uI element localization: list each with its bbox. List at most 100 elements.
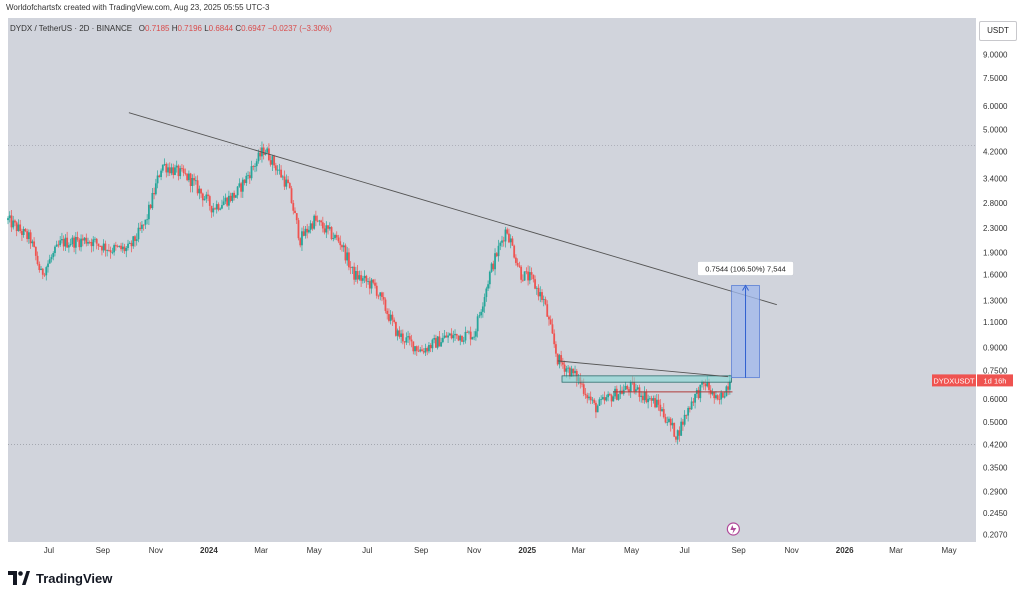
candle-body (593, 399, 596, 403)
candle-body (177, 165, 180, 177)
high-label: H (171, 24, 178, 33)
candle-body (306, 228, 309, 233)
candle-body (215, 204, 218, 210)
candle-body (24, 229, 27, 232)
candle-body (332, 238, 335, 240)
candle-body (158, 175, 161, 178)
candle-body (250, 166, 253, 179)
x-tick-label: Jul (362, 546, 372, 555)
candle-body (154, 183, 157, 195)
candle-body (290, 188, 293, 204)
candle-body (480, 311, 483, 316)
candle-body (301, 231, 303, 246)
price-scale (976, 0, 1024, 562)
tradingview-wordmark: TradingView (36, 570, 113, 586)
candle-body (17, 224, 20, 232)
candle-body (718, 399, 721, 400)
candle-body (398, 330, 401, 337)
candle-body (546, 304, 549, 317)
candle-body (643, 391, 646, 401)
candle-body (675, 436, 677, 440)
candle-body (330, 227, 333, 240)
candle-body (341, 245, 343, 248)
candle-body (55, 244, 58, 247)
chart-canvas[interactable]: 11.00009.00007.50006.00005.00004.20003.4… (0, 0, 1024, 562)
high-value: 0.7196 (177, 24, 202, 33)
candle-body (704, 383, 707, 387)
candle-body (661, 409, 663, 412)
candle-body (521, 279, 524, 281)
descending-trendline (128, 112, 777, 306)
candle-body (325, 225, 328, 233)
candle-body (508, 233, 510, 243)
candle-body (19, 224, 22, 232)
y-tick-label: 1.9000 (983, 248, 1008, 257)
candle-body (99, 246, 102, 247)
candle-body (692, 401, 695, 403)
candle-body (494, 253, 496, 270)
candle-body (360, 275, 363, 281)
candle-body (316, 220, 319, 222)
candle-body (497, 245, 500, 257)
candle-body (135, 239, 138, 241)
candle-body (561, 362, 564, 365)
candle-body (487, 284, 489, 289)
candle-body (551, 324, 554, 334)
candle-body (226, 197, 229, 206)
candle-body (203, 198, 206, 201)
candle-body (492, 263, 495, 270)
candle-body (713, 391, 716, 399)
candle-body (459, 335, 462, 341)
candle-body (490, 263, 493, 272)
candle-body (556, 353, 559, 365)
candle-body (67, 245, 70, 248)
publisher-credit: Worldofchartsfx created with TradingView… (6, 3, 270, 12)
candle-body (344, 245, 347, 261)
candle-body (349, 267, 352, 269)
candle-body (603, 397, 606, 401)
candle-body (196, 180, 199, 194)
candle-body (426, 348, 429, 352)
candle-body (87, 241, 89, 244)
candle-body (342, 245, 345, 248)
candle-body (419, 349, 422, 352)
candle-body (297, 220, 300, 239)
candle-body (269, 160, 272, 165)
candle-body (308, 229, 310, 233)
candle-body (334, 235, 336, 239)
candle-body (71, 237, 74, 245)
candle-body (116, 246, 119, 248)
candle-body (473, 336, 476, 338)
candle-body (132, 236, 135, 247)
candle-body (69, 244, 72, 246)
candle-body (193, 177, 196, 181)
candle-body (205, 194, 208, 199)
candle-body (504, 229, 507, 242)
candle-body (128, 242, 131, 244)
x-tick-label: Sep (731, 546, 746, 555)
candle-body (701, 381, 703, 385)
candle-body (655, 399, 658, 408)
candle-body (549, 319, 552, 325)
candle-body (61, 238, 63, 241)
candle-body (662, 409, 665, 418)
candle-body (139, 227, 142, 229)
candle-body (167, 167, 169, 173)
candle-body (85, 237, 88, 244)
candle-body (535, 287, 538, 289)
x-tick-label: Nov (785, 546, 799, 555)
candle-body (287, 179, 289, 184)
candle-body (208, 196, 211, 206)
candle-body (615, 388, 618, 400)
candle-body (160, 170, 162, 178)
candle-body (146, 219, 149, 221)
candle-body (57, 244, 60, 246)
candle-body (276, 169, 279, 171)
candle-body (572, 368, 575, 374)
price-unit-selector[interactable]: USDT (979, 21, 1017, 41)
candle-body (715, 395, 717, 399)
candle-body (90, 242, 93, 247)
candle-body (588, 396, 590, 399)
candle-body (518, 265, 521, 267)
countdown-tag-label: 1d 16h (984, 376, 1007, 385)
